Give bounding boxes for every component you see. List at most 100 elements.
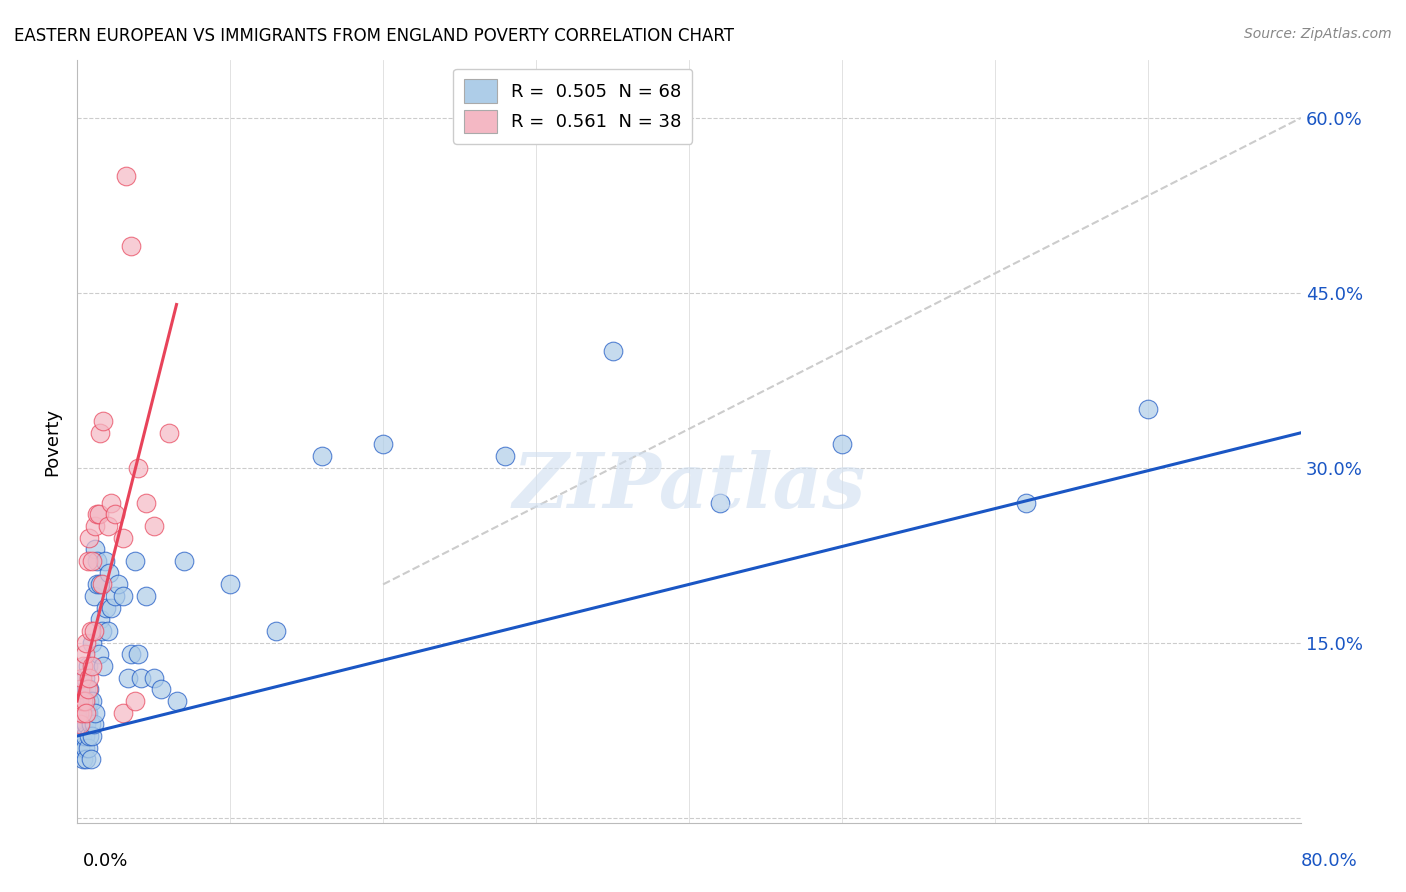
Point [1136, 402, 1159, 417]
Point [72, 659, 94, 673]
Point [67, 706, 90, 720]
Point [79, 671, 101, 685]
Point [69, 740, 91, 755]
Point [86, 577, 108, 591]
Point [82, 729, 104, 743]
Point [82, 554, 104, 568]
Legend: R =  0.505  N = 68, R =  0.561  N = 38: R = 0.505 N = 68, R = 0.561 N = 38 [453, 69, 692, 144]
Point [264, 624, 287, 638]
Point [131, 671, 153, 685]
Point [83, 717, 105, 731]
Text: Source: ZipAtlas.com: Source: ZipAtlas.com [1244, 27, 1392, 41]
Point [75, 717, 97, 731]
Point [73, 740, 96, 755]
Point [72, 706, 94, 720]
Point [135, 496, 157, 510]
Point [75, 682, 97, 697]
Point [124, 694, 146, 708]
Point [79, 694, 101, 708]
Point [70, 706, 93, 720]
Point [76, 659, 98, 673]
Point [69, 682, 91, 697]
Point [76, 740, 98, 755]
Point [173, 554, 195, 568]
Point [84, 706, 107, 720]
Point [80, 717, 103, 731]
Point [73, 694, 96, 708]
Point [69, 694, 91, 708]
Point [107, 577, 129, 591]
Point [79, 729, 101, 743]
Point [90, 577, 112, 591]
Point [82, 636, 104, 650]
Point [76, 706, 98, 720]
Point [73, 694, 96, 708]
Point [111, 531, 134, 545]
Point [89, 425, 111, 440]
Point [142, 519, 165, 533]
Text: EASTERN EUROPEAN VS IMMIGRANTS FROM ENGLAND POVERTY CORRELATION CHART: EASTERN EUROPEAN VS IMMIGRANTS FROM ENGL… [14, 27, 734, 45]
Point [93, 554, 115, 568]
Point [100, 496, 122, 510]
Point [72, 717, 94, 731]
Point [709, 496, 731, 510]
Point [166, 694, 188, 708]
Y-axis label: Poverty: Poverty [44, 408, 60, 475]
Point [87, 508, 110, 522]
Point [124, 554, 146, 568]
Point [157, 425, 180, 440]
Point [127, 460, 149, 475]
Point [135, 589, 157, 603]
Text: ZIPatlas: ZIPatlas [512, 450, 866, 524]
Point [82, 694, 104, 708]
Point [602, 344, 624, 359]
Point [75, 706, 97, 720]
Point [150, 682, 173, 697]
Point [104, 508, 127, 522]
Point [86, 554, 108, 568]
Text: 0.0%: 0.0% [83, 852, 128, 870]
Point [70, 682, 93, 697]
Point [89, 577, 111, 591]
Point [67, 694, 90, 708]
Point [117, 671, 139, 685]
Point [91, 659, 114, 673]
Point [73, 729, 96, 743]
Point [73, 671, 96, 685]
Point [219, 577, 242, 591]
Point [75, 752, 97, 766]
Point [142, 671, 165, 685]
Point [111, 706, 134, 720]
Point [80, 624, 103, 638]
Point [84, 519, 107, 533]
Point [72, 694, 94, 708]
Point [82, 659, 104, 673]
Point [79, 682, 101, 697]
Point [494, 449, 516, 463]
Point [67, 717, 90, 731]
Point [79, 531, 101, 545]
Text: 80.0%: 80.0% [1301, 852, 1357, 870]
Point [1014, 496, 1036, 510]
Point [84, 542, 107, 557]
Point [69, 717, 91, 731]
Point [91, 414, 114, 428]
Point [70, 671, 93, 685]
Point [67, 706, 90, 720]
Point [100, 600, 122, 615]
Point [69, 717, 91, 731]
Point [120, 239, 142, 253]
Point [73, 648, 96, 662]
Point [97, 519, 120, 533]
Point [87, 648, 110, 662]
Point [98, 566, 121, 580]
Point [97, 624, 120, 638]
Point [89, 612, 111, 626]
Point [80, 752, 103, 766]
Point [831, 437, 853, 451]
Point [86, 508, 108, 522]
Point [96, 600, 118, 615]
Point [75, 636, 97, 650]
Point [115, 169, 138, 184]
Point [83, 624, 105, 638]
